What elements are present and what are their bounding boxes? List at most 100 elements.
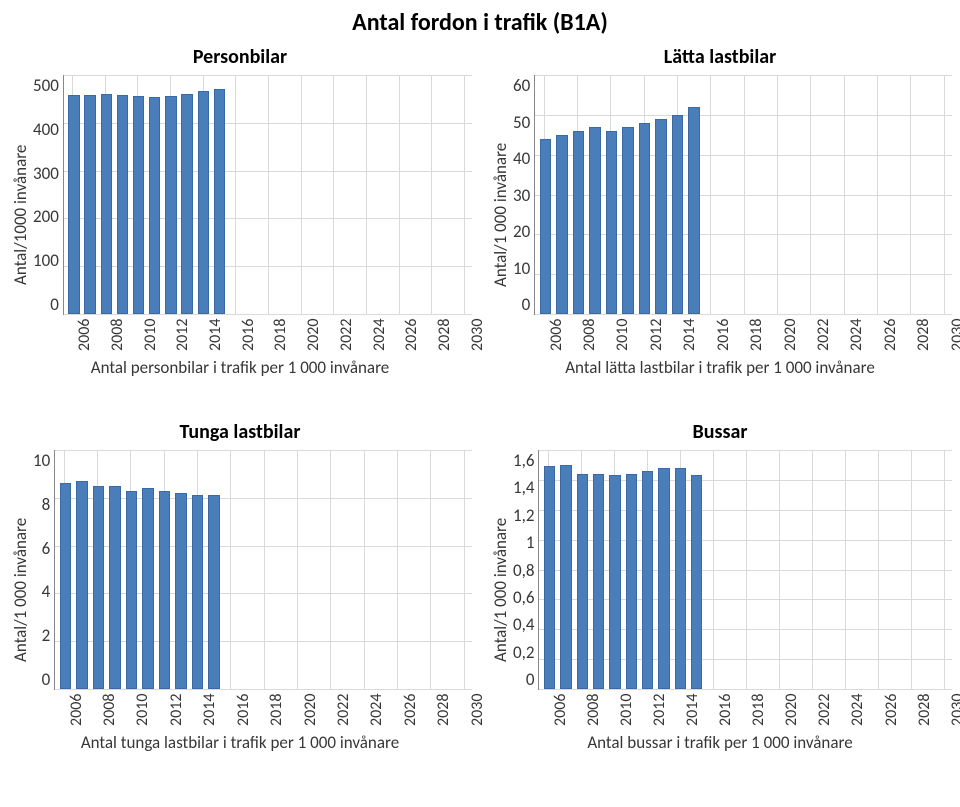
x-tick-label: 2030 (948, 694, 960, 726)
x-tick-label: 2012 (650, 694, 669, 726)
bar-slot (770, 450, 786, 689)
bar-slot (574, 450, 590, 689)
y-tick-label: 300 (33, 163, 59, 184)
bar-slot (669, 75, 686, 314)
x-tick-label: 2026 (401, 694, 420, 726)
bar (655, 119, 667, 314)
bar-slot (373, 75, 389, 314)
bar-slot (321, 450, 338, 689)
bar (101, 94, 112, 314)
x-axis: 2006200820102012201420162018202020222024… (534, 315, 952, 355)
chart-grid: PersonbilarAntal/1000 invånare5004003002… (0, 41, 960, 791)
bar-slot (623, 450, 639, 689)
x-tick-label: 2022 (814, 319, 833, 351)
bar-slot (917, 75, 934, 314)
bar-slot (537, 75, 554, 314)
bar (688, 107, 700, 314)
bar (672, 115, 684, 314)
bar-slot (721, 450, 737, 689)
bar-slot (163, 75, 179, 314)
x-tick-label: 2030 (948, 319, 960, 351)
bar-slot (325, 75, 341, 314)
y-axis: 1,61,41,210,80,60,40,20 (513, 450, 538, 690)
bar-slot (195, 75, 211, 314)
y-tick-label: 50 (513, 112, 530, 133)
bar-slot (341, 75, 357, 314)
y-tick-label: 4 (42, 581, 51, 602)
x-tick-label: 2014 (683, 694, 702, 726)
x-tick-label: 2012 (173, 319, 192, 351)
bar-slot (702, 75, 719, 314)
chart-wrap: Antal/1000 invånare500400300200100020062… (8, 75, 472, 355)
x-tick-label: 2028 (915, 694, 934, 726)
bar (626, 474, 637, 689)
x-axis-caption: Antal personbilar i trafik per 1 000 inv… (8, 357, 472, 378)
bar-slot (934, 75, 951, 314)
x-tick-label: 2022 (337, 319, 356, 351)
x-axis-caption: Antal tunga lastbilar i trafik per 1 000… (8, 732, 472, 753)
bar-slot (607, 450, 623, 689)
bar (556, 135, 568, 314)
bar-slot (114, 75, 130, 314)
plot: 2006200820102012201420162018202020222024… (63, 75, 472, 355)
panel-bussar: BussarAntal/1 000 invånare1,61,41,210,80… (480, 416, 960, 791)
x-tick-label: 2008 (108, 319, 127, 351)
bar-slot (388, 450, 405, 689)
bar (642, 471, 653, 689)
y-axis-label: Antal/1000 invånare (8, 75, 33, 355)
x-tick-label: 2014 (206, 319, 225, 351)
bar-slot (640, 450, 656, 689)
bar-slot (276, 75, 292, 314)
bar-slot (255, 450, 272, 689)
bar-slot (719, 75, 736, 314)
x-tick-label: 2016 (239, 319, 258, 351)
y-tick-label: 0,2 (513, 642, 534, 663)
bar-slot (656, 450, 672, 689)
y-tick-label: 60 (513, 75, 530, 96)
bar (93, 486, 105, 689)
bar (126, 491, 138, 689)
bar (606, 131, 618, 314)
x-tick-label: 2020 (301, 694, 320, 726)
bar (165, 96, 176, 314)
bar-slot (82, 75, 98, 314)
x-tick-label: 2006 (547, 319, 566, 351)
x-tick-label: 2028 (914, 319, 933, 351)
bar-slot (754, 450, 770, 689)
bar (181, 94, 192, 314)
bars-container (539, 450, 952, 689)
y-tick-label: 40 (513, 148, 530, 169)
y-tick-label: 30 (513, 185, 530, 206)
bar-slot (735, 75, 752, 314)
bar (68, 95, 79, 314)
bar-slot (686, 75, 703, 314)
bar-slot (272, 450, 289, 689)
y-axis-label: Antal/1 000 invånare (488, 450, 513, 730)
bar-slot (836, 450, 852, 689)
y-tick-label: 20 (513, 221, 530, 242)
bar-slot (818, 75, 835, 314)
bar-slot (884, 75, 901, 314)
bar-slot (239, 450, 256, 689)
bar-slot (885, 450, 901, 689)
bar-slot (819, 450, 835, 689)
x-tick-label: 2022 (815, 694, 834, 726)
chart-title: Tunga lastbilar (8, 420, 472, 444)
bar (149, 97, 160, 314)
x-tick-label: 2008 (580, 319, 599, 351)
x-tick-label: 2008 (584, 694, 603, 726)
bars-container (64, 75, 472, 314)
y-tick-label: 0 (50, 294, 59, 315)
x-tick-label: 2028 (434, 694, 453, 726)
x-tick-label: 2024 (367, 694, 386, 726)
bar-slot (787, 450, 803, 689)
bar-slot (752, 75, 769, 314)
x-tick-label: 2024 (370, 319, 389, 351)
bar-slot (558, 450, 574, 689)
bar-slot (803, 450, 819, 689)
bar (622, 127, 634, 314)
x-tick-label: 2014 (680, 319, 699, 351)
y-axis: 5004003002001000 (33, 75, 63, 315)
bar (589, 127, 601, 314)
bar-slot (835, 75, 852, 314)
